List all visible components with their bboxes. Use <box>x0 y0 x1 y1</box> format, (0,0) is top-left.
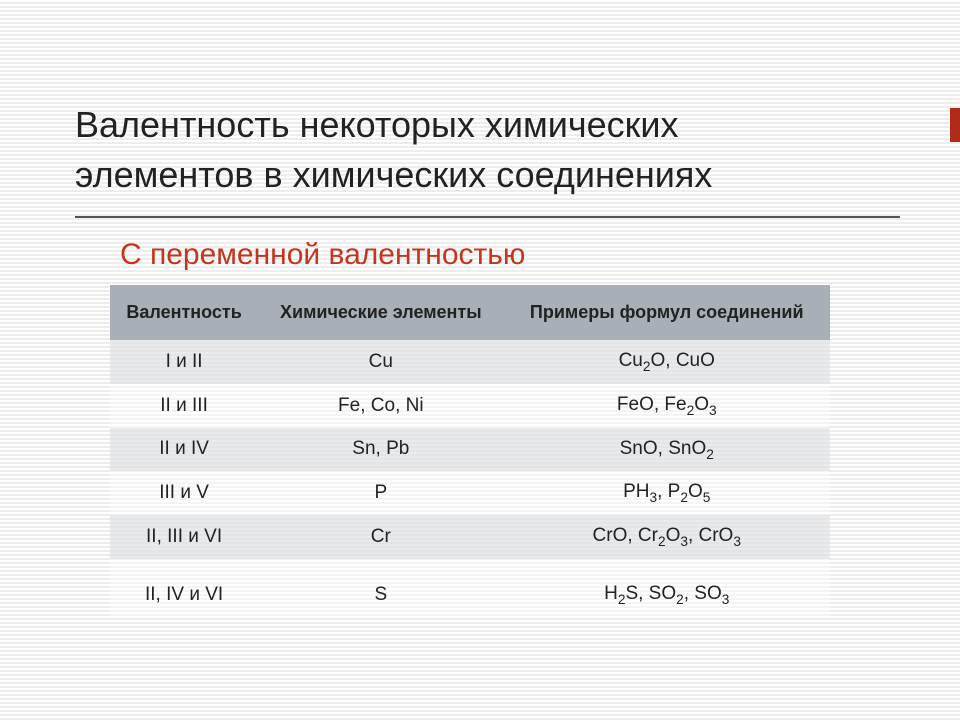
cell-elements: Cr <box>258 515 503 559</box>
slide: Валентность некоторых химических элемент… <box>0 0 960 720</box>
table-row: II, IV и VISH2S, SO2, SO3 <box>110 559 830 617</box>
cell-examples: PH3, P2O5 <box>503 471 830 515</box>
cell-examples: SnO, SnO2 <box>503 428 830 472</box>
title-line-1: Валентность некоторых химических <box>75 104 678 145</box>
cell-valence: II и IV <box>110 428 258 472</box>
title-block: Валентность некоторых химических элемент… <box>75 100 900 201</box>
col-valence: Валентность <box>110 285 258 340</box>
valence-table-wrap: Валентность Химические элементы Примеры … <box>110 285 830 617</box>
cell-valence: II, III и VI <box>110 515 258 559</box>
col-elements: Химические элементы <box>258 285 503 340</box>
cell-examples: FeO, Fe2O3 <box>503 384 830 428</box>
cell-elements: S <box>258 559 503 617</box>
subtitle: С переменной валентностью <box>120 238 525 272</box>
table-row: II и IVSn, PbSnO, SnO2 <box>110 428 830 472</box>
valence-table: Валентность Химические элементы Примеры … <box>110 285 830 617</box>
title-line-2: элементов в химических соединениях <box>75 154 712 195</box>
cell-elements: Sn, Pb <box>258 428 503 472</box>
slide-title: Валентность некоторых химических элемент… <box>75 100 900 201</box>
cell-examples: H2S, SO2, SO3 <box>503 559 830 617</box>
cell-elements: Cu <box>258 340 503 384</box>
table-row: II и IIIFe, Co, NiFeO, Fe2O3 <box>110 384 830 428</box>
cell-examples: Cu2O, CuO <box>503 340 830 384</box>
cell-elements: Fe, Co, Ni <box>258 384 503 428</box>
cell-valence: II, IV и VI <box>110 559 258 617</box>
cell-elements: P <box>258 471 503 515</box>
cell-valence: III и V <box>110 471 258 515</box>
cell-valence: I и II <box>110 340 258 384</box>
table-header-row: Валентность Химические элементы Примеры … <box>110 285 830 340</box>
table-row: II, III и VICrCrO, Cr2O3, CrO3 <box>110 515 830 559</box>
title-underline <box>75 216 900 218</box>
col-examples: Примеры формул соединений <box>503 285 830 340</box>
cell-examples: CrO, Cr2O3, CrO3 <box>503 515 830 559</box>
table-row: I и IICuCu2O, CuO <box>110 340 830 384</box>
edge-marker <box>950 108 960 142</box>
cell-valence: II и III <box>110 384 258 428</box>
table-row: III и VPPH3, P2O5 <box>110 471 830 515</box>
table-body: I и IICuCu2O, CuOII и IIIFe, Co, NiFeO, … <box>110 340 830 617</box>
